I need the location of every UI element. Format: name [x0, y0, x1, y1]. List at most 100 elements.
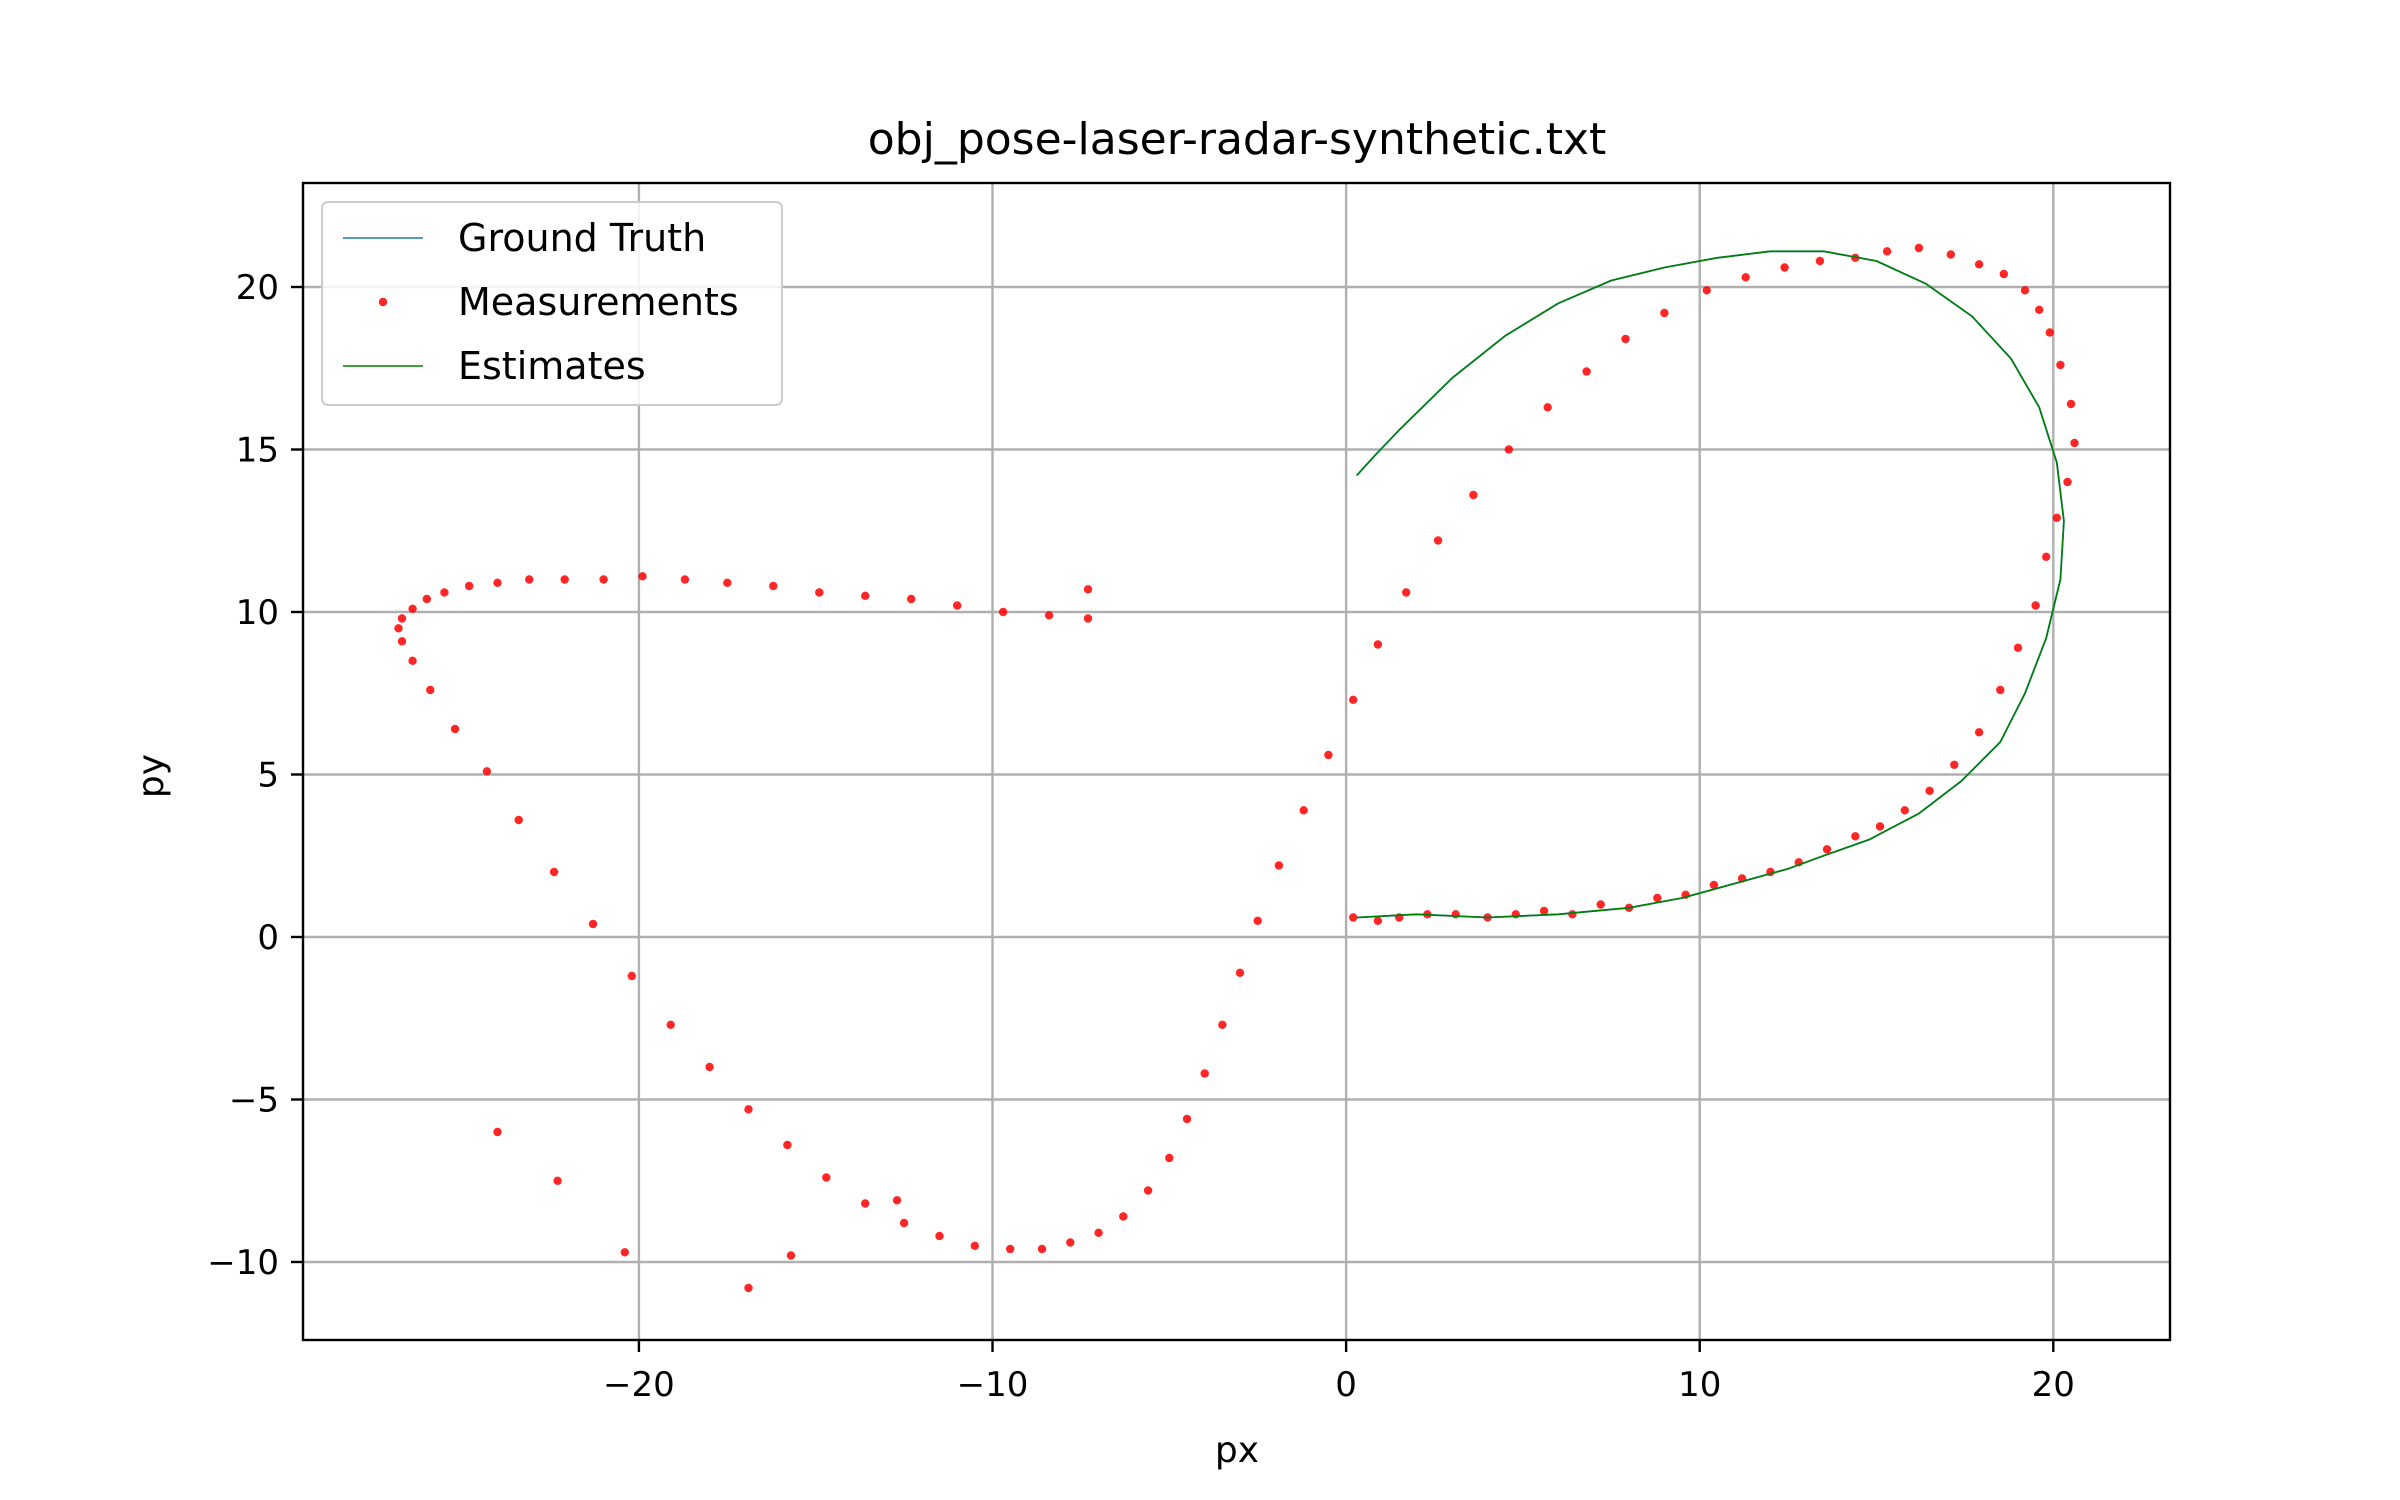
measurement-point: [2035, 305, 2044, 314]
measurement-point: [907, 594, 916, 604]
measurement-point: [783, 1140, 792, 1150]
legend-box: [321, 201, 783, 406]
measurement-point: [1741, 273, 1750, 282]
measurement-point: [2052, 513, 2061, 522]
measurement-point: [1925, 786, 1934, 795]
measurement-point: [1083, 585, 1093, 594]
legend-swatch-measurements: [378, 297, 388, 307]
measurement-point: [1996, 685, 2005, 695]
measurement-point: [638, 572, 647, 581]
measurement-point: [1469, 490, 1478, 500]
legend-label-measurements: Measurements: [458, 280, 739, 324]
measurement-point: [744, 1105, 753, 1114]
measurement-point: [1882, 247, 1892, 256]
x-tick-label: 10: [1678, 1365, 1721, 1405]
measurement-point: [1946, 250, 1956, 259]
measurement-point: [1621, 334, 1630, 344]
plot-frame: [301, 181, 2172, 1342]
measurement-point: [815, 588, 824, 597]
measurement-point: [2066, 399, 2076, 409]
measurement-point: [769, 581, 778, 591]
measurement-point: [861, 1199, 870, 1208]
measurement-point: [1914, 243, 1924, 253]
measurement-point: [1539, 906, 1549, 916]
measurement-point: [397, 637, 407, 646]
measurement-point: [493, 578, 502, 587]
y-tick-label: 20: [236, 268, 279, 308]
measurement-point: [970, 1241, 979, 1251]
measurement-point: [1582, 367, 1591, 376]
measurement-point: [549, 867, 559, 877]
measurement-point: [1822, 845, 1832, 854]
measurement-point: [1702, 286, 1712, 295]
x-tick-label: −10: [957, 1365, 1029, 1405]
measurement-point: [599, 575, 608, 584]
y-tick-label: 10: [236, 593, 279, 633]
y-tick-label: 15: [236, 431, 279, 471]
measurement-point: [1974, 260, 1984, 269]
measurement-point: [723, 578, 732, 587]
measurement-point: [1875, 822, 1885, 831]
x-axis-label: px: [1215, 1430, 1259, 1471]
measurement-point: [861, 591, 870, 600]
measurement-point: [397, 614, 407, 623]
measurement-point: [1094, 1228, 1103, 1238]
measurement-point: [1218, 1020, 1227, 1029]
y-tick-label: −5: [229, 1081, 279, 1121]
measurement-point: [620, 1248, 629, 1257]
measurement-point: [514, 815, 523, 825]
measurement-point: [627, 971, 636, 981]
measurement-point: [666, 1020, 675, 1029]
measurement-point: [1253, 916, 1262, 925]
measurement-point: [786, 1251, 796, 1260]
measurement-point: [394, 624, 403, 633]
measurement-point: [2063, 477, 2072, 487]
measurement-point: [1349, 913, 1358, 922]
measurement-point: [899, 1218, 909, 1228]
measurement-point: [1999, 269, 2009, 279]
measurement-point: [2013, 643, 2023, 652]
measurement-point: [2042, 552, 2051, 561]
measurement-point: [465, 581, 474, 591]
measurement-point: [588, 919, 598, 929]
measurement-point: [1660, 308, 1669, 318]
measurement-point: [953, 601, 962, 610]
measurement-point: [440, 588, 449, 597]
measurement-point: [1780, 263, 1789, 272]
measurement-point: [1324, 750, 1333, 760]
measurement-point: [1044, 611, 1054, 620]
measurement-point: [1299, 806, 1308, 815]
measurement-point: [680, 575, 690, 584]
measurement-point: [1974, 728, 1984, 737]
x-tick-label: 0: [1335, 1365, 1357, 1405]
measurement-point: [408, 604, 417, 613]
measurement-point: [1274, 861, 1284, 870]
measurement-point: [1143, 1186, 1153, 1195]
measurement-point: [1451, 910, 1460, 919]
measurement-point: [1119, 1212, 1128, 1221]
legend: Ground Truth Measurements Estimates: [321, 201, 783, 406]
measurement-point: [1165, 1153, 1174, 1163]
measurement-point: [1815, 256, 1825, 266]
measurement-point: [482, 767, 492, 776]
measurement-point: [1200, 1069, 1209, 1078]
measurement-point: [935, 1231, 944, 1241]
measurement-point: [2056, 360, 2065, 370]
measurement-point: [1006, 1244, 1015, 1254]
measurement-point: [1373, 640, 1383, 649]
measurement-point: [1543, 403, 1552, 412]
measurement-point: [1596, 900, 1605, 909]
measurement-point: [1653, 893, 1662, 903]
measurement-point: [1037, 1244, 1047, 1254]
legend-label-estimates: Estimates: [458, 344, 646, 388]
axis-ticks: −20 −10 0 10 20 −10 −5 0 5 10 15 20: [207, 268, 2075, 1405]
measurement-point: [1402, 588, 1411, 597]
measurement-point: [705, 1062, 714, 1072]
measurement-point: [1235, 968, 1245, 977]
measurement-point: [1950, 760, 1959, 769]
y-axis-label: py: [131, 754, 172, 798]
measurement-point: [1900, 806, 1910, 815]
measurement-point: [744, 1283, 753, 1293]
x-tick-label: −20: [603, 1365, 675, 1405]
